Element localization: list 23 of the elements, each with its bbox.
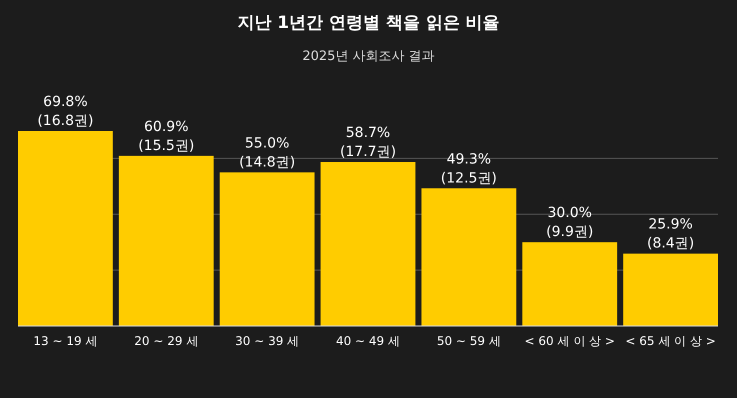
- bar: [118, 156, 214, 326]
- data-label: 69.8% (16.8권): [37, 94, 94, 129]
- data-label: 60.9% (15.5권): [138, 118, 194, 154]
- x-tick-label: 13 ~ 19 세: [33, 334, 98, 348]
- x-tick-label: 40 ~ 49 세: [336, 334, 400, 348]
- data-label: 25.9% (8.4권): [646, 216, 694, 252]
- bar: [522, 242, 618, 326]
- bar: [18, 131, 113, 326]
- x-tick-label: < 60 세 이 상 >: [524, 334, 615, 348]
- data-label: 49.3% (12.5권): [440, 151, 497, 186]
- chart-title: 지난 1년간 연령별 책을 읽은 비율: [237, 13, 500, 33]
- chart-subtitle: 2025년 사회조사 결과: [302, 49, 435, 64]
- x-tick-label: 50 ~ 59 세: [436, 334, 501, 348]
- bar: [623, 254, 718, 326]
- data-label: 55.0% (14.8권): [239, 135, 296, 170]
- bar: [421, 188, 516, 326]
- x-tick-label: < 65 세 이 상 >: [625, 334, 716, 348]
- bar: [220, 172, 315, 326]
- data-label: 30.0% (9.9권): [546, 205, 594, 240]
- x-tick-label: 20 ~ 29 세: [134, 334, 198, 348]
- bar: [320, 162, 416, 326]
- x-tick-label: 30 ~ 39 세: [235, 334, 300, 348]
- data-label: 58.7% (17.7권): [340, 125, 396, 160]
